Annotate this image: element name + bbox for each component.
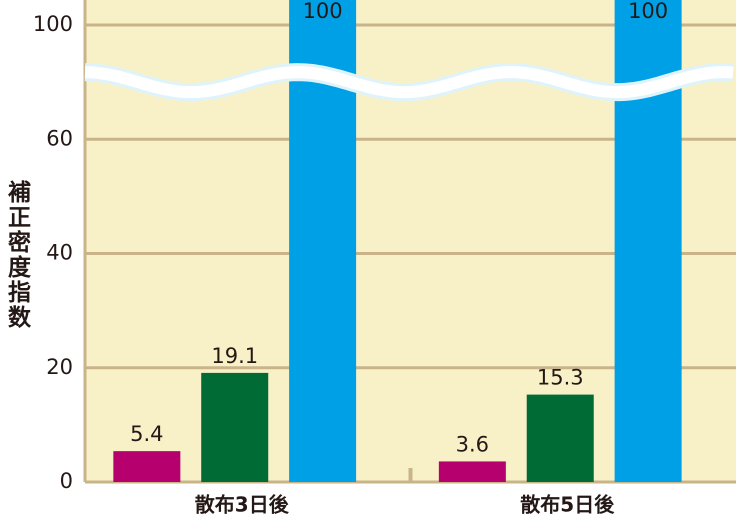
axis-break <box>84 66 734 99</box>
bar <box>113 451 181 482</box>
value-label: 3.6 <box>456 432 489 456</box>
bar <box>201 372 269 482</box>
value-label: 19.1 <box>211 344 258 368</box>
y-tick-label: 20 <box>46 355 73 379</box>
x-tick-label: 散布5日後 <box>520 493 615 517</box>
y-tick-label: 40 <box>46 241 73 265</box>
bar <box>526 394 594 482</box>
value-label: 15.3 <box>537 366 584 390</box>
y-axis-label: 補正密度指数 <box>4 180 33 330</box>
value-label: 100 <box>303 0 343 23</box>
y-tick-label: 60 <box>46 126 73 150</box>
y-tick-label: 0 <box>60 469 73 493</box>
value-label: 100 <box>628 0 668 23</box>
bar <box>614 0 682 482</box>
bar <box>438 461 506 482</box>
x-tick-label: 散布3日後 <box>195 493 290 517</box>
y-tick-label: 100 <box>33 12 73 36</box>
value-label: 5.4 <box>130 422 163 446</box>
